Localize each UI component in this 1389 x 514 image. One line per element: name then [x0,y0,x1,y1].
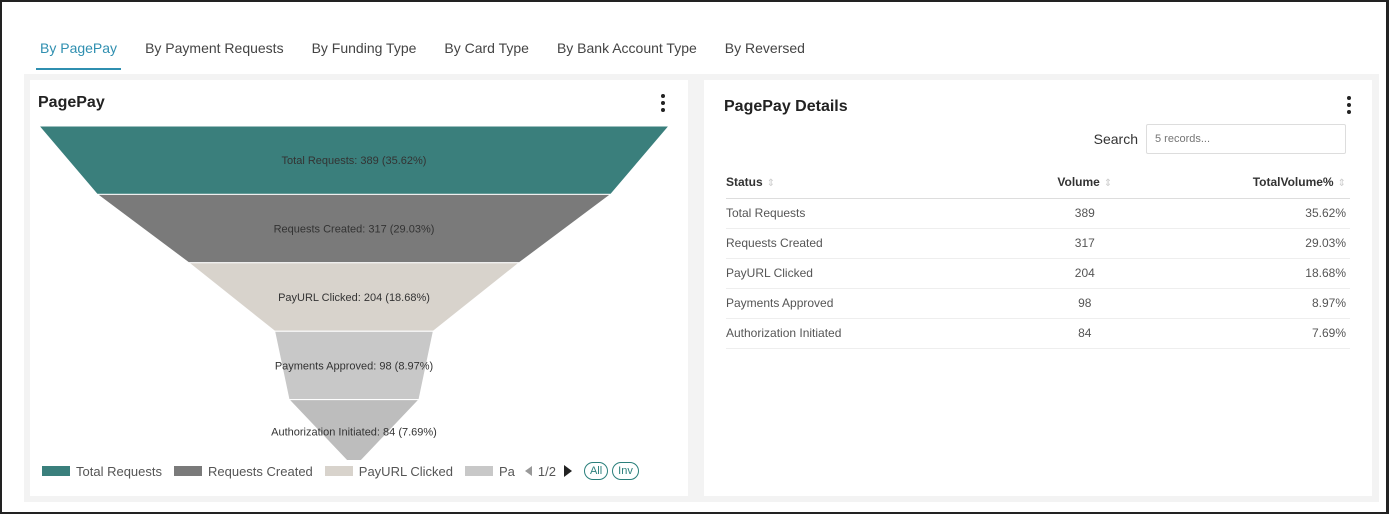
legend-swatch [324,466,353,476]
funnel-segment-label: Authorization Initiated: 84 (7.69%) [271,427,437,439]
legend-inverse-button[interactable]: Inv [612,462,639,480]
tab-by-pagepay[interactable]: By PagePay [26,26,131,70]
table-row[interactable]: PayURL Clicked 204 18.68% [726,258,1350,289]
cell-status: Payments Approved [726,288,1007,319]
pagepay-chart-card: PagePay Total Requests: 389 (35.62%) Requ… [30,80,688,496]
legend-item-payurl-clicked[interactable]: PayURL Clicked [324,463,453,479]
tab-by-bank-account-type[interactable]: By Bank Account Type [556,40,697,56]
legend-swatch [42,466,70,476]
tab-by-payment-requests[interactable]: By Payment Requests [145,40,284,56]
dashboard-area: PagePay Total Requests: 389 (35.62%) Requ… [24,74,1379,502]
search-label: Search [1093,131,1138,147]
cell-volume: 84 [1006,318,1163,349]
tab-bar: By PagePay By Payment Requests By Fundin… [26,26,819,70]
tab-by-card-type[interactable]: By Card Type [444,40,529,56]
table-row[interactable]: Total Requests 389 35.62% [726,198,1350,229]
cell-totalvolume: 29.03% [1162,228,1350,259]
table-row[interactable]: Payments Approved 98 8.97% [726,288,1350,319]
legend-label: Total Requests [76,463,162,479]
legend-label: PayURL Clicked [358,463,453,479]
legend-pager: 1/2 All Inv [519,462,639,480]
legend-item-total-requests[interactable]: Total Requests [42,464,162,479]
legend-page-indicator: 1/2 [537,463,556,479]
sort-arrows-icon[interactable]: ⇕ [1103,177,1113,189]
legend-prev-icon[interactable] [524,466,532,476]
funnel-segment-label: Total Requests: 389 (35.62%) [282,155,427,167]
sort-arrows-icon[interactable]: ⇕ [766,177,776,189]
legend-label: Requests Created [208,463,313,479]
cell-volume: 317 [1006,228,1163,259]
cell-status: PayURL Clicked [726,258,1007,289]
grid-header-row: Status ⇕ Volume ⇕ TotalVolume% ⇕ [726,166,1350,199]
column-header-label: Volume [1057,174,1100,189]
cell-status: Requests Created [726,228,1007,259]
legend-next-icon[interactable] [563,465,572,477]
legend-item-payments-approved[interactable]: Pa [464,463,515,479]
chart-menu-icon[interactable] [660,94,666,112]
cell-volume: 389 [1006,198,1163,229]
legend-all-button[interactable]: All [583,462,609,480]
search-input[interactable] [1146,124,1346,154]
legend-swatch [464,466,493,476]
details-card-title: PagePay Details [724,98,848,115]
table-row[interactable]: Requests Created 317 29.03% [726,228,1350,259]
chart-legend: Total Requests Requests Created PayURL C… [42,462,639,480]
column-header-status[interactable]: Status ⇕ [726,166,1007,199]
legend-item-requests-created[interactable]: Requests Created [174,464,313,479]
search-bar: Search [1094,124,1346,154]
legend-swatch [174,466,202,476]
table-row[interactable]: Authorization Initiated 84 7.69% [726,318,1350,349]
details-grid: Status ⇕ Volume ⇕ TotalVolume% ⇕ Total Requ… [726,166,1350,349]
funnel-segment[interactable] [287,399,421,460]
column-header-label: Status [726,174,763,189]
column-header-volume[interactable]: Volume ⇕ [1006,166,1163,199]
cell-status: Authorization Initiated [726,318,1007,349]
chart-card-title: PagePay [38,94,105,111]
legend-label: Pa [498,463,515,479]
funnel-segment-label: Payments Approved: 98 (8.97%) [275,360,433,372]
pagepay-details-card: PagePay Details Search Status⇕ Volume⇕ T… [704,80,1372,496]
column-header-label: TotalVolume% [1252,174,1334,189]
cell-totalvolume: 8.97% [1162,288,1350,319]
details-menu-icon[interactable] [1346,96,1352,114]
tab-by-funding-type[interactable]: By Funding Type [311,40,417,56]
funnel-segment-label: Requests Created: 317 (29.03%) [274,224,435,236]
column-header-totalvolume[interactable]: TotalVolume% ⇕ [1162,166,1350,199]
funnel-segment-label: PayURL Clicked: 204 (18.68%) [278,292,430,304]
funnel-chart: Total Requests: 389 (35.62%) Requests Cre… [37,125,671,460]
cell-volume: 98 [1006,288,1163,319]
cell-totalvolume: 7.69% [1162,318,1350,349]
cell-totalvolume: 18.68% [1162,258,1350,289]
tab-by-reversed[interactable]: By Reversed [724,40,805,56]
cell-volume: 204 [1006,258,1163,289]
cell-totalvolume: 35.62% [1162,198,1350,229]
sort-arrows-icon[interactable]: ⇕ [1337,177,1346,189]
cell-status: Total Requests [726,198,1007,229]
